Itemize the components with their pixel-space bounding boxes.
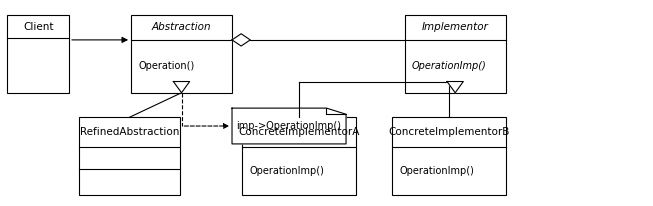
Polygon shape: [232, 108, 346, 144]
Polygon shape: [447, 82, 464, 93]
Bar: [405, 15, 505, 93]
Text: OperationImp(): OperationImp(): [250, 166, 325, 176]
Bar: [79, 117, 180, 195]
Text: Client: Client: [23, 22, 54, 32]
Text: Implementor: Implementor: [422, 22, 488, 33]
Bar: [392, 117, 505, 195]
Text: Abstraction: Abstraction: [151, 22, 212, 33]
Text: OperationImp(): OperationImp(): [412, 61, 486, 71]
Text: OperationImp(): OperationImp(): [400, 166, 475, 176]
Text: ConcreteImplementorA: ConcreteImplementorA: [238, 127, 360, 137]
Text: RefinedAbstraction: RefinedAbstraction: [80, 127, 179, 137]
Polygon shape: [232, 34, 250, 46]
Bar: [131, 15, 232, 93]
Text: Operation(): Operation(): [138, 61, 195, 71]
Text: imp->OperationImp(): imp->OperationImp(): [236, 121, 342, 131]
Bar: [7, 15, 69, 93]
Bar: [242, 117, 356, 195]
Text: ConcreteImplementorB: ConcreteImplementorB: [388, 127, 509, 137]
Polygon shape: [173, 82, 189, 93]
